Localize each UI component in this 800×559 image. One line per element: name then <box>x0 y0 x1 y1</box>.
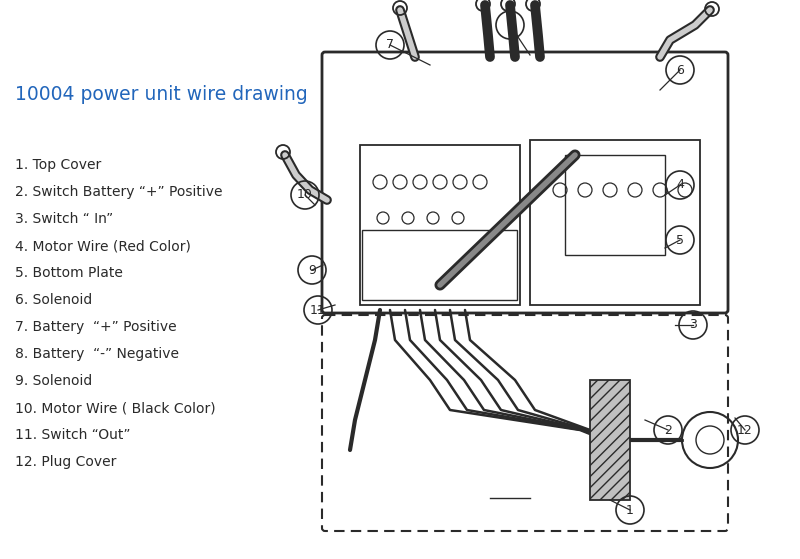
Text: 4: 4 <box>676 178 684 192</box>
Text: 11. Switch “Out”: 11. Switch “Out” <box>15 428 130 442</box>
Text: 10. Motor Wire ( Black Color): 10. Motor Wire ( Black Color) <box>15 401 216 415</box>
Text: 11: 11 <box>310 304 326 316</box>
Text: 7: 7 <box>386 39 394 51</box>
Bar <box>360 145 520 305</box>
Bar <box>362 230 517 300</box>
Text: 2. Switch Battery “+” Positive: 2. Switch Battery “+” Positive <box>15 185 222 199</box>
Text: 12: 12 <box>737 424 753 437</box>
Text: 5: 5 <box>676 234 684 247</box>
Text: 9. Solenoid: 9. Solenoid <box>15 374 92 388</box>
Bar <box>565 155 665 255</box>
Text: 3: 3 <box>689 319 697 331</box>
Text: 2: 2 <box>664 424 672 437</box>
Text: 3. Switch “ In”: 3. Switch “ In” <box>15 212 114 226</box>
Text: 9: 9 <box>308 263 316 277</box>
Bar <box>530 140 700 305</box>
Text: 12. Plug Cover: 12. Plug Cover <box>15 455 116 469</box>
Text: 6: 6 <box>676 64 684 77</box>
Text: 5. Bottom Plate: 5. Bottom Plate <box>15 266 123 280</box>
Text: 6. Solenoid: 6. Solenoid <box>15 293 92 307</box>
Text: 10004 power unit wire drawing: 10004 power unit wire drawing <box>15 86 308 105</box>
Text: 8: 8 <box>506 18 514 31</box>
Text: 4. Motor Wire (Red Color): 4. Motor Wire (Red Color) <box>15 239 191 253</box>
Text: 1. Top Cover: 1. Top Cover <box>15 158 102 172</box>
Text: 1: 1 <box>626 504 634 517</box>
Text: 10: 10 <box>297 188 313 201</box>
Text: 8. Battery  “-” Negative: 8. Battery “-” Negative <box>15 347 179 361</box>
Text: 7. Battery  “+” Positive: 7. Battery “+” Positive <box>15 320 177 334</box>
Bar <box>590 380 630 500</box>
